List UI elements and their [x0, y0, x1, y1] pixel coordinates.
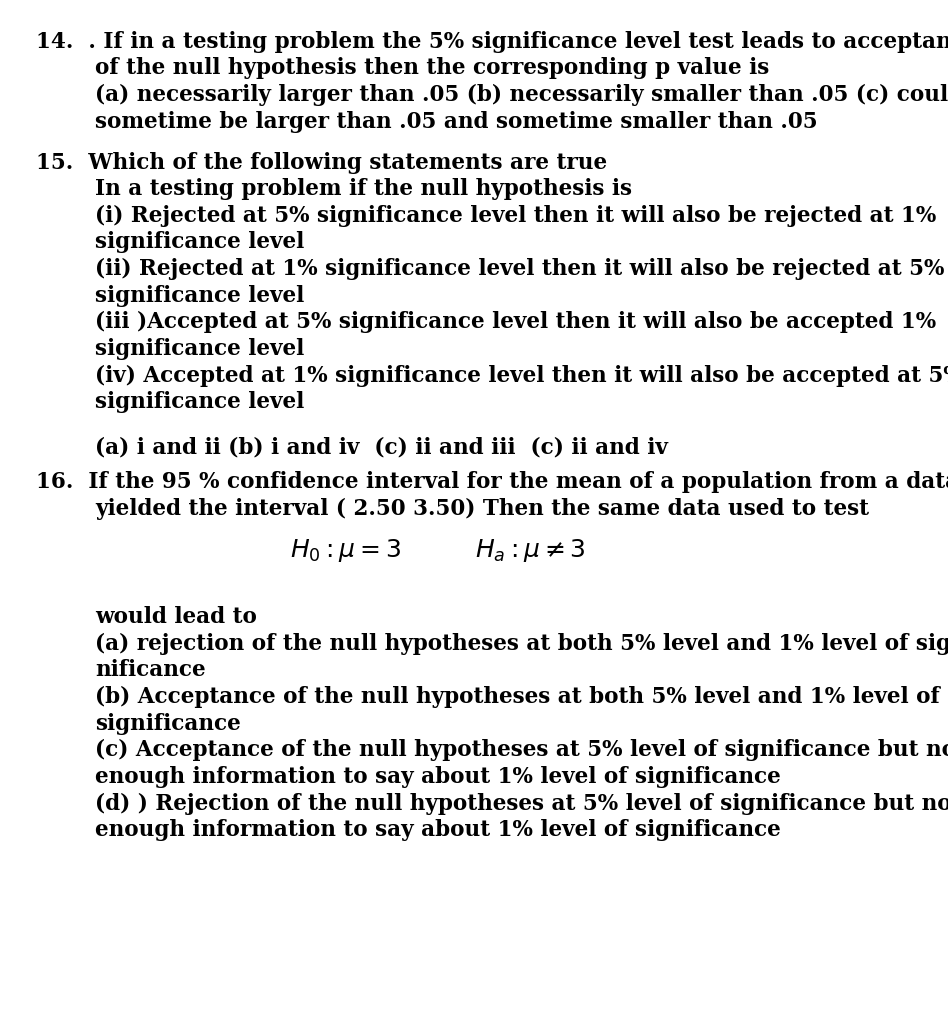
- Text: (a) rejection of the null hypotheses at both 5% level and 1% level of sig-: (a) rejection of the null hypotheses at …: [95, 633, 948, 655]
- Text: (ii) Rejected at 1% significance level then it will also be rejected at 5%: (ii) Rejected at 1% significance level t…: [95, 258, 944, 281]
- Text: (i) Rejected at 5% significance level then it will also be rejected at 1%: (i) Rejected at 5% significance level th…: [95, 205, 936, 227]
- Text: yielded the interval ( 2.50 3.50) Then the same data used to test: yielded the interval ( 2.50 3.50) Then t…: [95, 498, 868, 520]
- Text: (iv) Accepted at 1% significance level then it will also be accepted at 5%: (iv) Accepted at 1% significance level t…: [95, 365, 948, 387]
- Text: significance level: significance level: [95, 231, 304, 253]
- Text: sometime be larger than .05 and sometime smaller than .05: sometime be larger than .05 and sometime…: [95, 111, 817, 132]
- Text: (iii )Accepted at 5% significance level then it will also be accepted 1%: (iii )Accepted at 5% significance level …: [95, 311, 936, 334]
- Text: enough information to say about 1% level of significance: enough information to say about 1% level…: [95, 819, 780, 841]
- Text: (d) ) Rejection of the null hypotheses at 5% level of significance but not: (d) ) Rejection of the null hypotheses a…: [95, 793, 948, 815]
- Text: 16.  If the 95 % confidence interval for the mean of a population from a data: 16. If the 95 % confidence interval for …: [36, 471, 948, 493]
- Text: significance: significance: [95, 713, 241, 734]
- Text: 14.  . If in a testing problem the 5% significance level test leads to acceptanc: 14. . If in a testing problem the 5% sig…: [36, 31, 948, 52]
- Text: significance level: significance level: [95, 391, 304, 413]
- Text: 15.  Which of the following statements are true: 15. Which of the following statements ar…: [36, 152, 607, 173]
- Text: $H_a : \mu \neq 3$: $H_a : \mu \neq 3$: [476, 538, 586, 564]
- Text: (c) Acceptance of the null hypotheses at 5% level of significance but not: (c) Acceptance of the null hypotheses at…: [95, 739, 948, 762]
- Text: enough information to say about 1% level of significance: enough information to say about 1% level…: [95, 766, 780, 787]
- Text: $H_0 : \mu = 3$: $H_0 : \mu = 3$: [290, 538, 402, 564]
- Text: significance level: significance level: [95, 338, 304, 359]
- Text: of the null hypothesis then the corresponding p value is: of the null hypothesis then the correspo…: [95, 57, 769, 79]
- Text: nificance: nificance: [95, 659, 206, 681]
- Text: In a testing problem if the null hypothesis is: In a testing problem if the null hypothe…: [95, 178, 631, 200]
- Text: (a) necessarily larger than .05 (b) necessarily smaller than .05 (c) could: (a) necessarily larger than .05 (b) nece…: [95, 84, 948, 106]
- Text: (a) i and ii (b) i and iv  (c) ii and iii  (c) ii and iv: (a) i and ii (b) i and iv (c) ii and iii…: [95, 436, 667, 458]
- Text: would lead to: would lead to: [95, 606, 257, 628]
- Text: (b) Acceptance of the null hypotheses at both 5% level and 1% level of: (b) Acceptance of the null hypotheses at…: [95, 686, 939, 709]
- Text: significance level: significance level: [95, 285, 304, 306]
